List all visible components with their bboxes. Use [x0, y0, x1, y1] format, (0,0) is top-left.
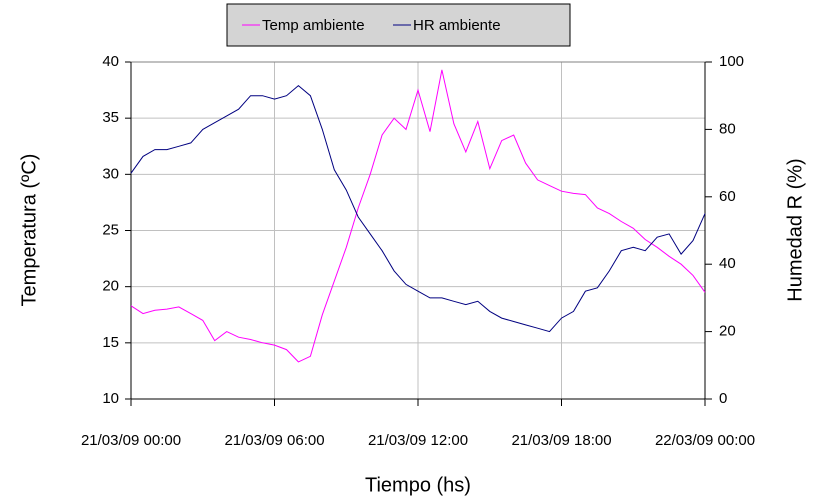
x-axis-title: Tiempo (hs) — [365, 474, 471, 496]
legend-label: Temp ambiente — [262, 17, 365, 34]
y-tick-label: 20 — [102, 278, 119, 295]
y-tick-label: 35 — [102, 109, 119, 126]
y2-tick-label: 0 — [719, 390, 727, 407]
x-tick-label: 21/03/09 06:00 — [224, 432, 324, 449]
y2-tick-label: 80 — [719, 120, 736, 137]
y-tick-label: 25 — [102, 221, 119, 238]
data-line — [130, 84, 706, 333]
y-axis-title: Temperatura (ºC) — [18, 154, 40, 307]
legend-label: HR ambiente — [413, 17, 501, 34]
y-tick-label: 40 — [102, 53, 119, 70]
x-tick-label: 22/03/09 00:00 — [655, 432, 755, 449]
y2-axis-title: Humedad R (%) — [784, 158, 806, 301]
y-tick-label: 15 — [102, 334, 119, 351]
x-tick-label: 21/03/09 00:00 — [81, 432, 181, 449]
y2-tick-label: 40 — [719, 255, 736, 272]
data-line — [130, 69, 706, 363]
y2-tick-label: 20 — [719, 323, 736, 340]
y2-tick-label: 100 — [719, 53, 744, 70]
x-tick-label: 21/03/09 12:00 — [368, 432, 468, 449]
y2-tick-label: 60 — [719, 188, 736, 205]
y-tick-label: 30 — [102, 165, 119, 182]
x-tick-label: 21/03/09 18:00 — [511, 432, 611, 449]
y-tick-label: 10 — [102, 390, 119, 407]
